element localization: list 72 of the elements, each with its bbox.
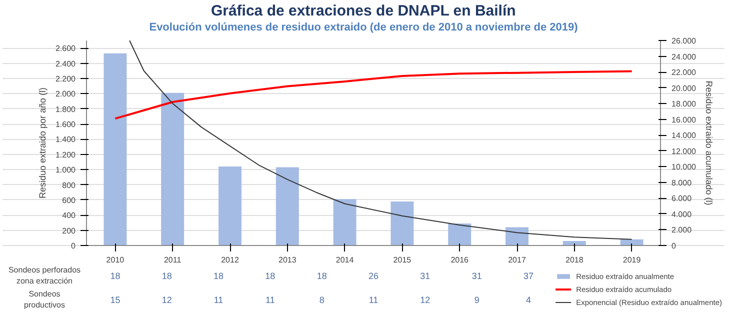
y-tick-label: 1.800: [55, 104, 76, 114]
y2-tick-label: 16.000: [672, 115, 697, 124]
text: 11: [214, 295, 224, 305]
y-tick-label: 2.000: [55, 90, 76, 99]
bar: [506, 227, 528, 246]
bar: [333, 199, 356, 246]
y-tick-label: 1.000: [55, 166, 76, 175]
y2-tick-label: 20.000: [672, 84, 697, 93]
x-tick-label: 2016: [450, 256, 470, 264]
y2-tick-label: 10.000: [672, 162, 697, 172]
y-tick-label: 1.400: [55, 135, 76, 144]
x-tick-label: 2013: [278, 256, 297, 264]
y-tick-label: 400: [62, 211, 76, 220]
text: Sondeos productivos: [24, 290, 65, 310]
x-tick-label: 2019: [622, 256, 642, 264]
y-tick-label: 2.200: [55, 74, 76, 84]
y-tick-label: 2.600: [55, 44, 76, 54]
y2-tick-label: 12.000: [672, 146, 697, 156]
y-tick-label: 1.200: [55, 150, 76, 160]
text: 11: [368, 295, 378, 305]
text: 9: [474, 295, 480, 305]
text: 15: [110, 295, 120, 305]
y2-tick-label: 0: [672, 242, 676, 250]
y2-tick-label: 24.000: [672, 52, 697, 62]
bar: [218, 166, 242, 246]
y2-tick-label: 26.000: [672, 36, 697, 46]
y-tick-label: 2.400: [55, 59, 76, 68]
text: 37: [523, 271, 534, 281]
y-tick-label: 800: [62, 180, 76, 190]
bar: [448, 223, 472, 246]
chart-subtitle: Evolución volúmenes de residuo extraido (de enero de 2010 a noviembre de 2019): [149, 22, 578, 34]
y2-axis-title: Residuo extraido acumulado (l): [704, 80, 714, 206]
text: 12: [420, 295, 430, 305]
text: 31: [472, 271, 482, 281]
text: 4: [526, 295, 531, 305]
y-tick-label: 0: [71, 242, 76, 250]
line-series: [114, 70, 633, 120]
line-series: [129, 40, 632, 240]
chart-title: Gráfica de extraciones de DNAPL en Bailín: [210, 2, 516, 20]
text: 8: [319, 295, 324, 305]
x-tick-label: 2012: [221, 256, 240, 264]
bar: [161, 92, 184, 246]
y2-tick-label: 8.000: [672, 178, 692, 188]
y2-tick-label: 6.000: [672, 194, 692, 204]
text: 18: [214, 271, 224, 281]
text: 18: [162, 271, 172, 281]
bar: [104, 53, 127, 246]
x-tick-label: 2011: [164, 256, 182, 264]
text: 12: [162, 295, 172, 305]
text: Sondeos perforados zona extracción: [8, 266, 81, 286]
y-tick-label: 600: [62, 196, 76, 205]
y2-tick-label: 18.000: [672, 100, 697, 109]
y-tick-label: 200: [62, 226, 76, 236]
text: 18: [265, 271, 276, 281]
x-tick-label: 2010: [106, 256, 125, 264]
text: 18: [110, 271, 120, 281]
y2-tick-label: 2.000: [672, 226, 692, 235]
x-tick-label: 2017: [508, 256, 526, 264]
y2-tick-label: 22.000: [672, 68, 697, 78]
y-tick-label: 1.600: [55, 120, 76, 130]
y-axis-title: Residuo extraido por año (l): [37, 87, 48, 199]
text: 31: [420, 271, 430, 281]
text: 26: [368, 271, 379, 281]
text: 11: [266, 295, 275, 305]
y2-tick-label: 4.000: [672, 210, 692, 219]
x-tick-label: 2014: [336, 256, 354, 264]
text: 18: [316, 271, 327, 281]
x-tick-label: 2018: [566, 256, 584, 264]
bar: [276, 167, 299, 246]
bar: [390, 201, 414, 246]
x-tick-label: 2015: [393, 256, 412, 264]
y2-tick-label: 14.000: [672, 131, 697, 140]
